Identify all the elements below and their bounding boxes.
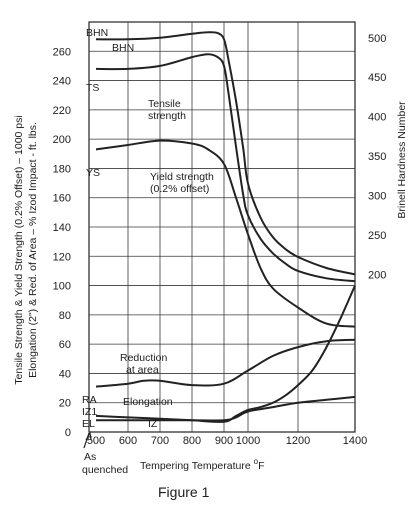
curve-label: IZ — [148, 418, 158, 430]
x-start-label-line-2: quenched — [82, 464, 128, 476]
y-tick-left: 200 — [53, 134, 71, 146]
x-tick: 1400 — [343, 435, 367, 447]
y-tick-left: 0 — [65, 427, 71, 439]
y-tick-right: 400 — [368, 112, 386, 124]
tensile-strength-line — [95, 53, 356, 283]
y-tick-left: 120 — [53, 251, 71, 263]
y-tick-left: 180 — [53, 163, 71, 175]
x-tick: 600 — [119, 435, 137, 447]
curve-label: Reduction — [120, 352, 167, 364]
tick-labels: 0 20 40 60 80 100 120 140 160 180 200 220 240 260 200 2… — [53, 33, 387, 447]
y-tick-left: 140 — [53, 222, 71, 234]
series-start-label: YS — [86, 167, 100, 179]
curve-label: Elongation — [123, 396, 173, 408]
series-start-label: BHN — [86, 27, 108, 39]
y-tick-right: 350 — [368, 151, 386, 163]
y-axis-label-right: Brinell Hardness Number — [396, 101, 408, 219]
x-start-label-line-1: As — [84, 451, 96, 463]
y-tick-left: 260 — [53, 46, 71, 58]
x-tick: 1200 — [286, 435, 310, 447]
y-tick-right: 500 — [368, 33, 386, 45]
curve-label: at area — [126, 364, 159, 376]
y-axis-label-left-line-1: Tensile Strength & Yield Strength (0.2% … — [13, 115, 25, 384]
series-start-label: IZ1 — [82, 406, 97, 418]
x-tick: 1000 — [236, 435, 260, 447]
y-tick-right: 200 — [368, 269, 386, 281]
y-tick-left: 60 — [59, 339, 71, 351]
y-tick-left: 40 — [59, 368, 71, 380]
y-tick-right: 300 — [368, 190, 386, 202]
yield-strength-line — [95, 139, 356, 328]
izod-impact-line — [95, 285, 356, 423]
y-tick-left: 20 — [59, 398, 71, 410]
curve-label: Yield strength — [150, 171, 214, 183]
x-tick: 900 — [215, 435, 233, 447]
bhn-line — [95, 31, 356, 276]
y-tick-left: 240 — [53, 76, 71, 88]
x-tick: 500 — [87, 435, 105, 447]
y-tick-left: 160 — [53, 193, 71, 205]
y-tick-right: 450 — [368, 72, 386, 84]
curve-label: strength — [148, 110, 186, 122]
curve-label: Tensile — [148, 98, 181, 110]
y-tick-left: 80 — [59, 310, 71, 322]
y-tick-right: 250 — [368, 230, 386, 242]
series-start-label: TS — [86, 82, 99, 94]
x-tick: 800 — [183, 435, 201, 447]
series-lines — [95, 31, 356, 423]
as-quenched-arrow — [83, 431, 92, 449]
figure-caption: Figure 1 — [158, 484, 210, 500]
elongation-line — [96, 395, 356, 422]
y-tick-left: 100 — [53, 281, 71, 293]
series-start-label: EL — [82, 418, 95, 430]
reduction-of-area-line — [95, 338, 356, 388]
x-tick: 700 — [151, 435, 169, 447]
y-axis-label-left-line-2: Elongation (2") & Red. of Area – % Izod … — [27, 122, 39, 378]
curve-label: (0.2% offset) — [150, 183, 209, 195]
curve-label: BHN — [112, 42, 134, 54]
x-axis-label: Tempering Temperature oF — [140, 457, 265, 472]
y-tick-left: 220 — [53, 105, 71, 117]
series-start-label: RA — [82, 394, 97, 406]
